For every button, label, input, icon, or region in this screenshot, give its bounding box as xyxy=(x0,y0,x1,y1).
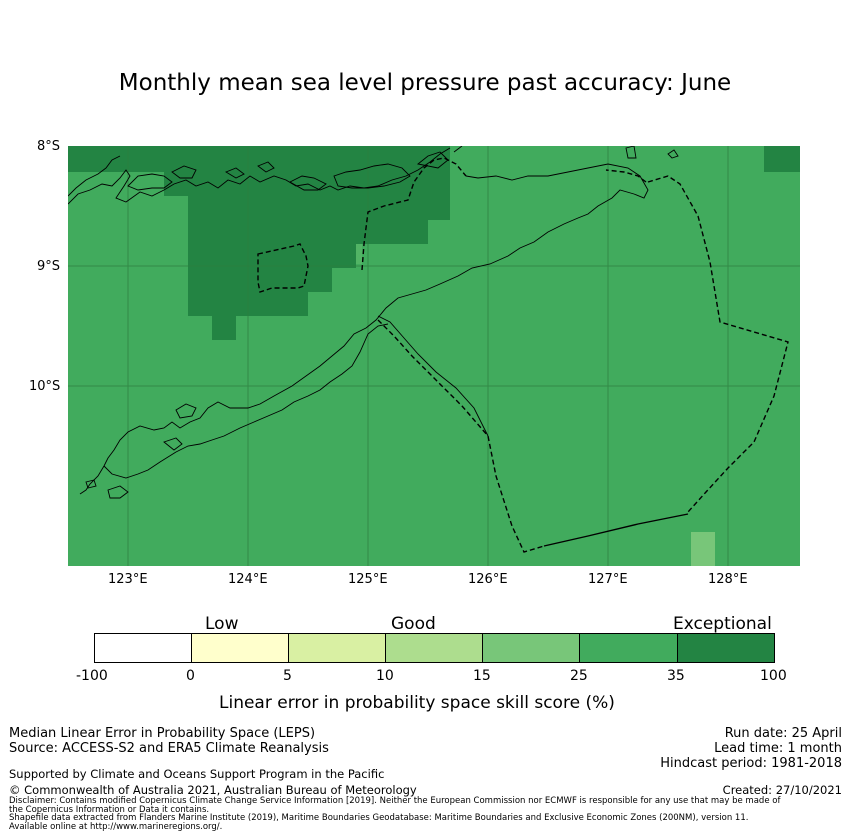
footer-shapefile-line-2: Available online at http://www.marinereg… xyxy=(9,822,223,832)
footer-source: Source: ACCESS-S2 and ERA5 Climate Reana… xyxy=(9,741,329,756)
colorbar-category-good: Good xyxy=(391,614,436,634)
colorbar-swatch-6 xyxy=(579,633,677,663)
map-coastlines xyxy=(68,146,679,499)
map-exceptional-cell xyxy=(212,316,236,340)
colorbar-swatch-5 xyxy=(482,633,579,663)
colorbar-tick: 35 xyxy=(667,668,685,684)
colorbar-tick: 25 xyxy=(570,668,588,684)
map-eez-boundaries xyxy=(257,157,789,553)
lon-label-126e: 126°E xyxy=(468,572,508,587)
colorbar-tick: -100 xyxy=(76,668,108,684)
map-good-lighter-cell xyxy=(691,532,715,566)
colorbar xyxy=(94,633,775,663)
colorbar-label: Linear error in probability space skill … xyxy=(219,693,615,713)
colorbar-category-exceptional: Exceptional xyxy=(673,614,772,634)
colorbar-swatch-4 xyxy=(385,633,482,663)
footer-shapefile-line-1: Shapefile data extracted from Flanders M… xyxy=(9,813,749,823)
lon-label-123e: 123°E xyxy=(108,572,148,587)
colorbar-tick: 5 xyxy=(283,668,292,684)
footer-method: Median Linear Error in Probability Space… xyxy=(9,726,316,741)
skill-score-map xyxy=(68,146,800,566)
map-light-cell xyxy=(356,244,362,264)
map-exceptional-region xyxy=(68,146,450,340)
lon-label-127e: 127°E xyxy=(588,572,628,587)
map-gridlines xyxy=(68,146,800,566)
footer-lead-time: Lead time: 1 month xyxy=(714,741,842,756)
colorbar-swatch-1 xyxy=(94,633,191,663)
footer-support: Supported by Climate and Oceans Support … xyxy=(9,767,385,781)
lat-label-8s: 8°S xyxy=(37,139,61,154)
colorbar-swatch-7 xyxy=(677,633,774,663)
colorbar-swatch-3 xyxy=(288,633,385,663)
lon-label-125e: 125°E xyxy=(348,572,388,587)
lat-label-9s: 9°S xyxy=(37,259,61,274)
colorbar-tick: 15 xyxy=(473,668,491,684)
colorbar-tick: 100 xyxy=(760,668,787,684)
lat-label-10s: 10°S xyxy=(29,379,61,394)
map-solid-boundary xyxy=(543,513,689,547)
footer-hindcast: Hindcast period: 1981-2018 xyxy=(660,756,842,771)
footer-created: Created: 27/10/2021 xyxy=(722,783,842,797)
colorbar-tick: 10 xyxy=(376,668,394,684)
colorbar-swatch-2 xyxy=(191,633,288,663)
footer-disclaimer-line-1: Disclaimer: Contains modified Copernicus… xyxy=(9,796,781,806)
chart-title: Monthly mean sea level pressure past acc… xyxy=(118,70,732,96)
colorbar-tick: 0 xyxy=(186,668,195,684)
lon-label-128e: 128°E xyxy=(708,572,748,587)
footer-disclaimer-line-2: the Copernicus Information or Data it co… xyxy=(9,805,210,815)
footer-copyright: © Commonwealth of Australia 2021, Austra… xyxy=(9,783,417,797)
map-exceptional-cell-east xyxy=(764,146,800,172)
lon-label-124e: 124°E xyxy=(228,572,268,587)
colorbar-category-low: Low xyxy=(205,614,239,634)
footer-run-date: Run date: 25 April xyxy=(724,726,842,741)
